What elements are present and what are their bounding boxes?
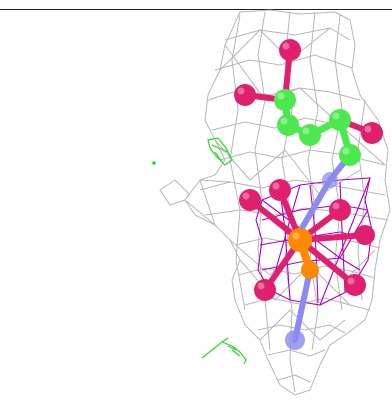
carbon-atom [329, 109, 351, 131]
nitrogen-atom [285, 330, 305, 350]
phosphorus-atom [288, 228, 312, 252]
carbon-atom [277, 114, 299, 136]
oxygen-atom [239, 189, 261, 211]
phosphorus-atom [301, 261, 319, 279]
carbon-atom [274, 89, 296, 111]
green-difference-density-mesh [152, 137, 247, 365]
carbon-atom [339, 144, 361, 166]
oxygen-atom [234, 84, 256, 106]
oxygen-atom [269, 179, 291, 201]
oxygen-atom [279, 39, 301, 61]
ball-and-stick-ligand [234, 39, 383, 350]
viewer-top-border [0, 0, 392, 10]
carbon-atom [299, 124, 321, 146]
oxygen-atom [361, 122, 383, 144]
oxygen-atom [254, 279, 276, 301]
oxygen-atom [344, 274, 366, 296]
nitrogen-atom [322, 172, 338, 188]
oxygen-atom [329, 199, 351, 221]
oxygen-atom [355, 225, 375, 245]
electron-density-mesh [159, 9, 391, 396]
